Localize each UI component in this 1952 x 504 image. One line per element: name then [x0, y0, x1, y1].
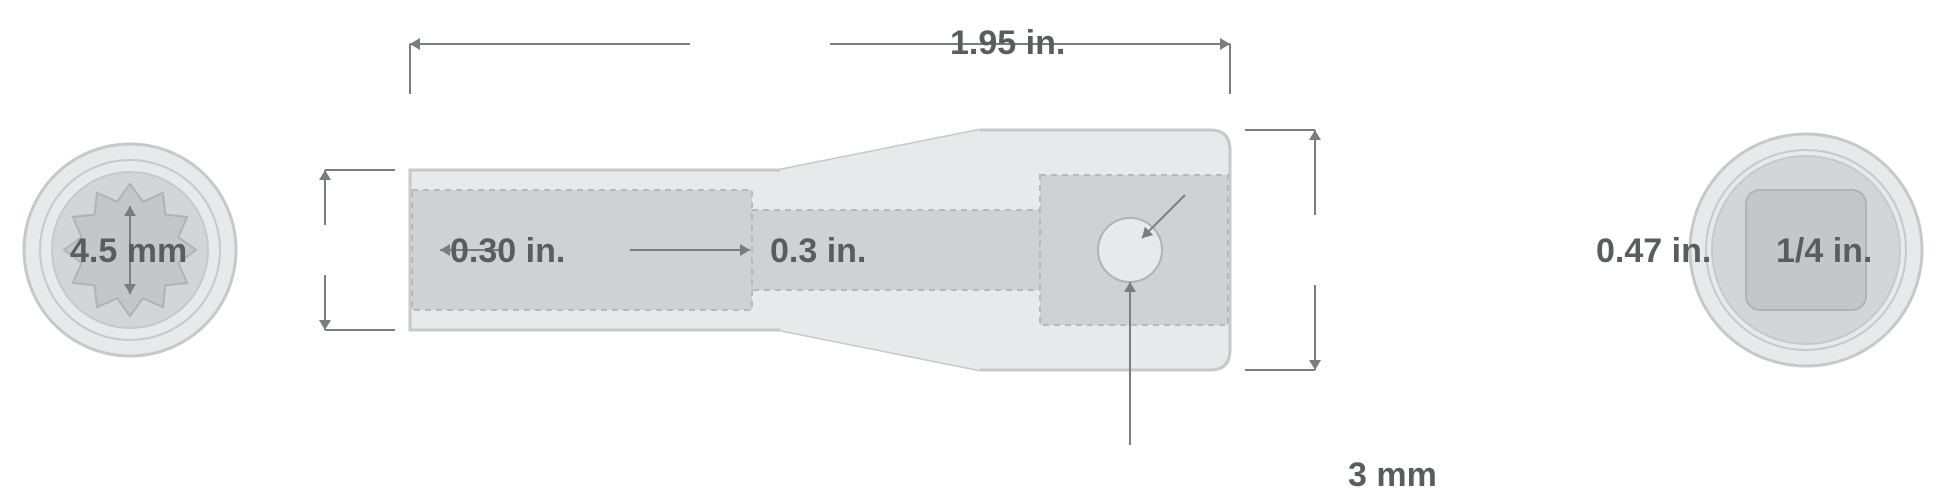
- socket-dimension-diagram: 4.5 mm 1.95 in. 0.30 in. 0.3 in. 0.47 in…: [0, 0, 1952, 504]
- label-nose-diameter: 0.30 in.: [450, 232, 565, 271]
- label-bore-depth: 0.3 in.: [770, 232, 866, 271]
- label-ball-detent: 3 mm: [1348, 456, 1437, 495]
- label-front-opening: 4.5 mm: [70, 232, 187, 271]
- label-drive-diameter: 0.47 in.: [1596, 232, 1711, 271]
- label-total-length: 1.95 in.: [950, 24, 1065, 63]
- label-drive-size: 1/4 in.: [1776, 232, 1872, 271]
